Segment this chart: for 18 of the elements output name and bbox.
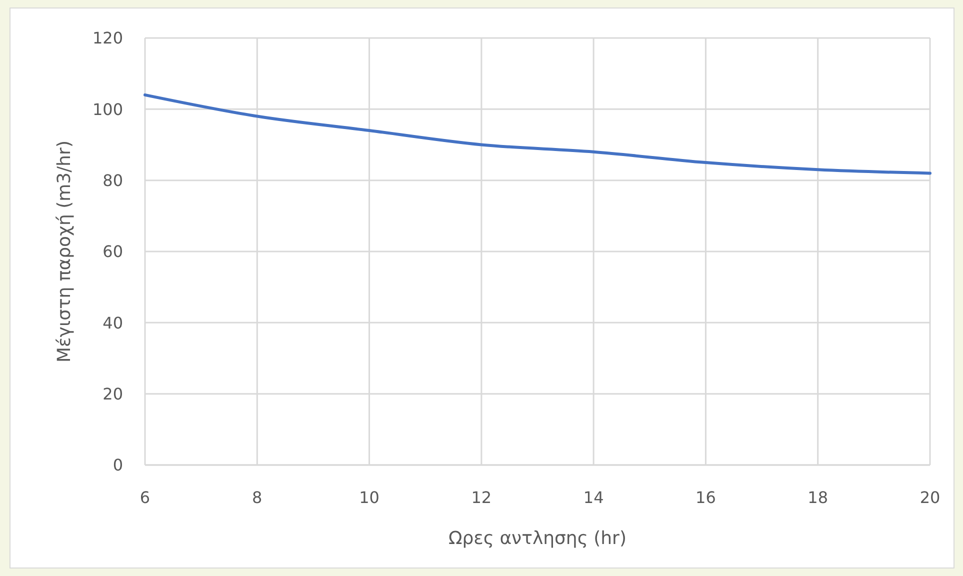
y-tick-label: 20 bbox=[102, 384, 123, 404]
x-tick-label: 18 bbox=[808, 488, 828, 507]
x-tick-label: 20 bbox=[920, 488, 940, 507]
y-tick-label: 40 bbox=[102, 313, 123, 332]
x-tick-label: 10 bbox=[359, 488, 380, 507]
y-tick-label: 0 bbox=[112, 456, 123, 475]
x-tick-label: 8 bbox=[252, 488, 262, 507]
x-tick-label: 14 bbox=[583, 488, 604, 507]
x-tick-label: 12 bbox=[471, 488, 492, 507]
y-tick-label: 100 bbox=[92, 100, 123, 119]
y-axis-title: Μέγιστη παροχή (m3/hr) bbox=[54, 140, 75, 362]
y-tick-label: 60 bbox=[102, 242, 123, 262]
line-series bbox=[144, 93, 932, 175]
x-tick-label: 16 bbox=[696, 488, 716, 507]
x-tick-label: 6 bbox=[140, 488, 150, 507]
x-axis-title: Ωρες αντλησης (hr) bbox=[448, 528, 626, 549]
y-tick-label: 80 bbox=[102, 170, 123, 190]
y-tick-label: 120 bbox=[92, 28, 123, 48]
